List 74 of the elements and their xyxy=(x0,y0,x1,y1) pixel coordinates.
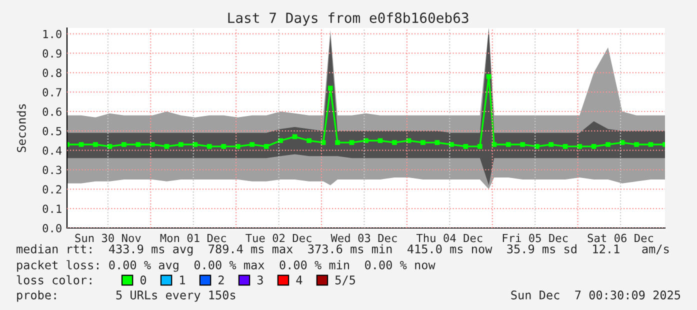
y-tick-label: 1.0 xyxy=(43,30,62,38)
point xyxy=(78,142,84,147)
point xyxy=(364,138,368,144)
point xyxy=(449,142,454,147)
x-tick-label: Tue 02 Dec xyxy=(246,234,312,242)
text: probe: 5 URLs every 150s xyxy=(17,290,236,302)
point xyxy=(235,144,240,149)
y-tick-label: 0.3 xyxy=(42,166,62,174)
point xyxy=(278,138,283,144)
x-tick-label: Sun 30 Nov xyxy=(75,234,141,242)
y-tick-label: 0.8 xyxy=(42,68,62,78)
legend-label: 3 xyxy=(257,276,263,284)
point xyxy=(534,144,540,149)
point xyxy=(634,142,639,147)
point xyxy=(122,142,126,147)
y-tick-label: 0.6 xyxy=(42,108,62,116)
text: packet loss: 0.00 % avg 0.00 % max 0.00 % min 0.00 % now xyxy=(17,260,436,272)
y-tick-label: 0.4 xyxy=(42,146,62,155)
point xyxy=(420,140,426,145)
text: Sun Dec 7 00:30:09 2025 xyxy=(511,290,680,300)
point xyxy=(136,142,141,147)
x-tick-label: Mon 01 Dec xyxy=(160,234,226,242)
text: median rtt: 433.9 ms avg 789.4 ms max 373.6 ms min 415.0 ms now 35.9 ms sd 12.1 am/s xyxy=(16,244,669,256)
point xyxy=(648,142,654,147)
point xyxy=(107,144,112,149)
point xyxy=(434,140,440,145)
point xyxy=(562,144,568,149)
point xyxy=(335,140,340,145)
point xyxy=(206,144,212,149)
point xyxy=(264,144,269,149)
chart-title: Last 7 Days from e0f8b160eb63 xyxy=(228,12,468,26)
y-tick-label: 0.5 xyxy=(42,126,62,136)
x-tick-label: Fri 05 Dec xyxy=(502,234,568,242)
point xyxy=(150,142,155,147)
point xyxy=(548,142,554,147)
point xyxy=(520,142,526,147)
point xyxy=(93,142,98,147)
point xyxy=(392,140,397,145)
y-tick-label: 0.7 xyxy=(42,88,62,96)
y-tick-label: 0.1 xyxy=(42,204,62,213)
legend-label: 0 xyxy=(140,276,146,284)
point xyxy=(178,142,184,147)
point xyxy=(221,144,226,149)
point xyxy=(250,142,255,147)
point xyxy=(306,138,312,144)
x-tick-label: Thu 04 Dec xyxy=(416,234,482,242)
y-tick-label: 0.9 xyxy=(42,49,62,58)
y-tick-label: 0.0 xyxy=(42,224,62,232)
legend-label: 2 xyxy=(218,276,224,284)
point xyxy=(378,138,383,144)
legend-title: loss color: xyxy=(16,275,92,284)
point xyxy=(164,144,170,149)
point xyxy=(577,144,582,149)
point xyxy=(606,142,610,147)
x-tick-label: Wed 03 Dec xyxy=(330,234,397,242)
point xyxy=(406,138,412,144)
point xyxy=(492,142,497,147)
point xyxy=(477,144,482,149)
legend-label: 4 xyxy=(296,276,302,284)
point xyxy=(506,142,511,147)
point xyxy=(320,140,326,145)
y-tick-label: 0.2 xyxy=(42,185,62,194)
legend-label: 5/5 xyxy=(335,276,355,286)
point xyxy=(292,134,298,140)
point xyxy=(349,140,354,145)
legend-label: 1 xyxy=(180,276,185,284)
y-axis-title: Seconds xyxy=(16,104,26,152)
point xyxy=(463,144,468,149)
point xyxy=(620,140,625,145)
point xyxy=(328,86,333,91)
point xyxy=(486,74,492,79)
point xyxy=(591,144,596,149)
x-tick-label: Sat 06 Dec xyxy=(588,234,654,242)
point xyxy=(192,142,198,147)
